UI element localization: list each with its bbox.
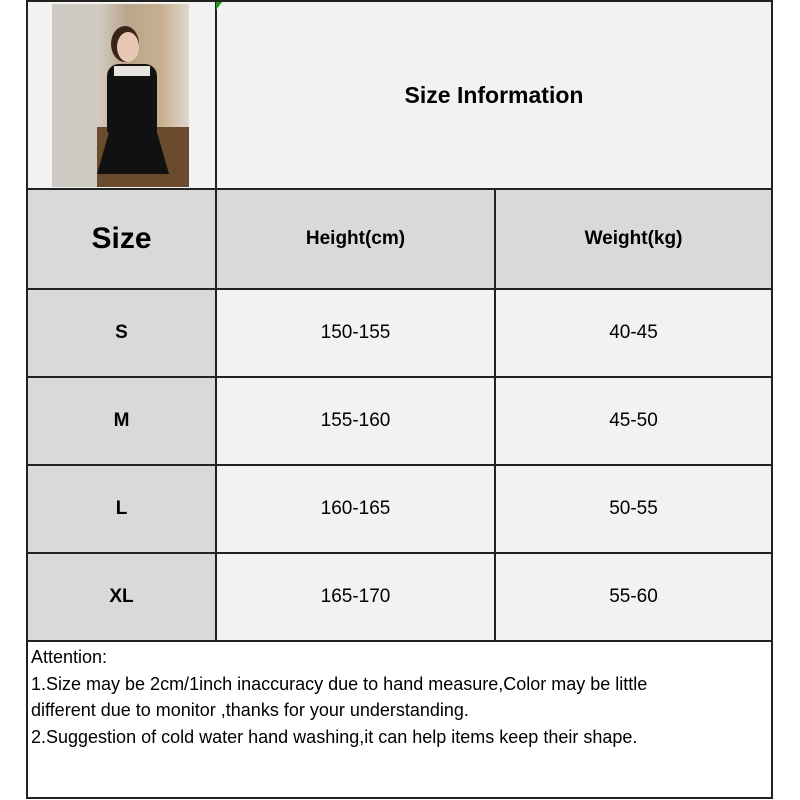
table-cell-height: 155-160 [215, 376, 496, 466]
size-value: L [115, 498, 128, 519]
table-cell-weight: 55-60 [494, 552, 773, 642]
height-value: 150-155 [320, 322, 391, 343]
height-value: 155-160 [320, 410, 391, 431]
table-cell-weight: 45-50 [494, 376, 773, 466]
note-line: 2.Suggestion of cold water hand washing,… [31, 726, 638, 747]
table-cell-size: M [26, 376, 217, 466]
height-value: 160-165 [320, 498, 391, 519]
table-cell-weight: 50-55 [494, 464, 773, 554]
weight-value: 50-55 [609, 498, 658, 519]
title-cell: Size Information [215, 0, 773, 190]
size-value: XL [109, 586, 134, 607]
table-cell-height: 165-170 [215, 552, 496, 642]
weight-value: 45-50 [609, 410, 658, 431]
header-size-label: Size [91, 222, 152, 255]
table-cell-size: XL [26, 552, 217, 642]
cell-comment-marker [216, 2, 222, 10]
weight-value: 55-60 [609, 586, 658, 607]
page-title: Size Information [404, 81, 584, 108]
table-cell-size: L [26, 464, 217, 554]
product-photo [52, 4, 189, 187]
header-height: Height(cm) [215, 188, 496, 290]
header-height-label: Height(cm) [305, 228, 406, 249]
size-value: S [115, 322, 128, 343]
notes-heading: Attention: [31, 647, 108, 667]
table-cell-height: 160-165 [215, 464, 496, 554]
header-weight: Weight(kg) [494, 188, 773, 290]
table-cell-height: 150-155 [215, 288, 496, 378]
attention-notes: Attention: 1.Size may be 2cm/1inch inacc… [26, 640, 773, 799]
note-line: 1.Size may be 2cm/1inch inaccuracy due t… [31, 673, 648, 694]
note-line: different due to monitor ,thanks for you… [31, 700, 469, 720]
size-value: M [113, 410, 130, 431]
table-cell-weight: 40-45 [494, 288, 773, 378]
header-size: Size [26, 188, 217, 290]
height-value: 165-170 [320, 586, 391, 607]
table-cell-size: S [26, 288, 217, 378]
weight-value: 40-45 [609, 322, 658, 343]
header-weight-label: Weight(kg) [584, 228, 683, 249]
